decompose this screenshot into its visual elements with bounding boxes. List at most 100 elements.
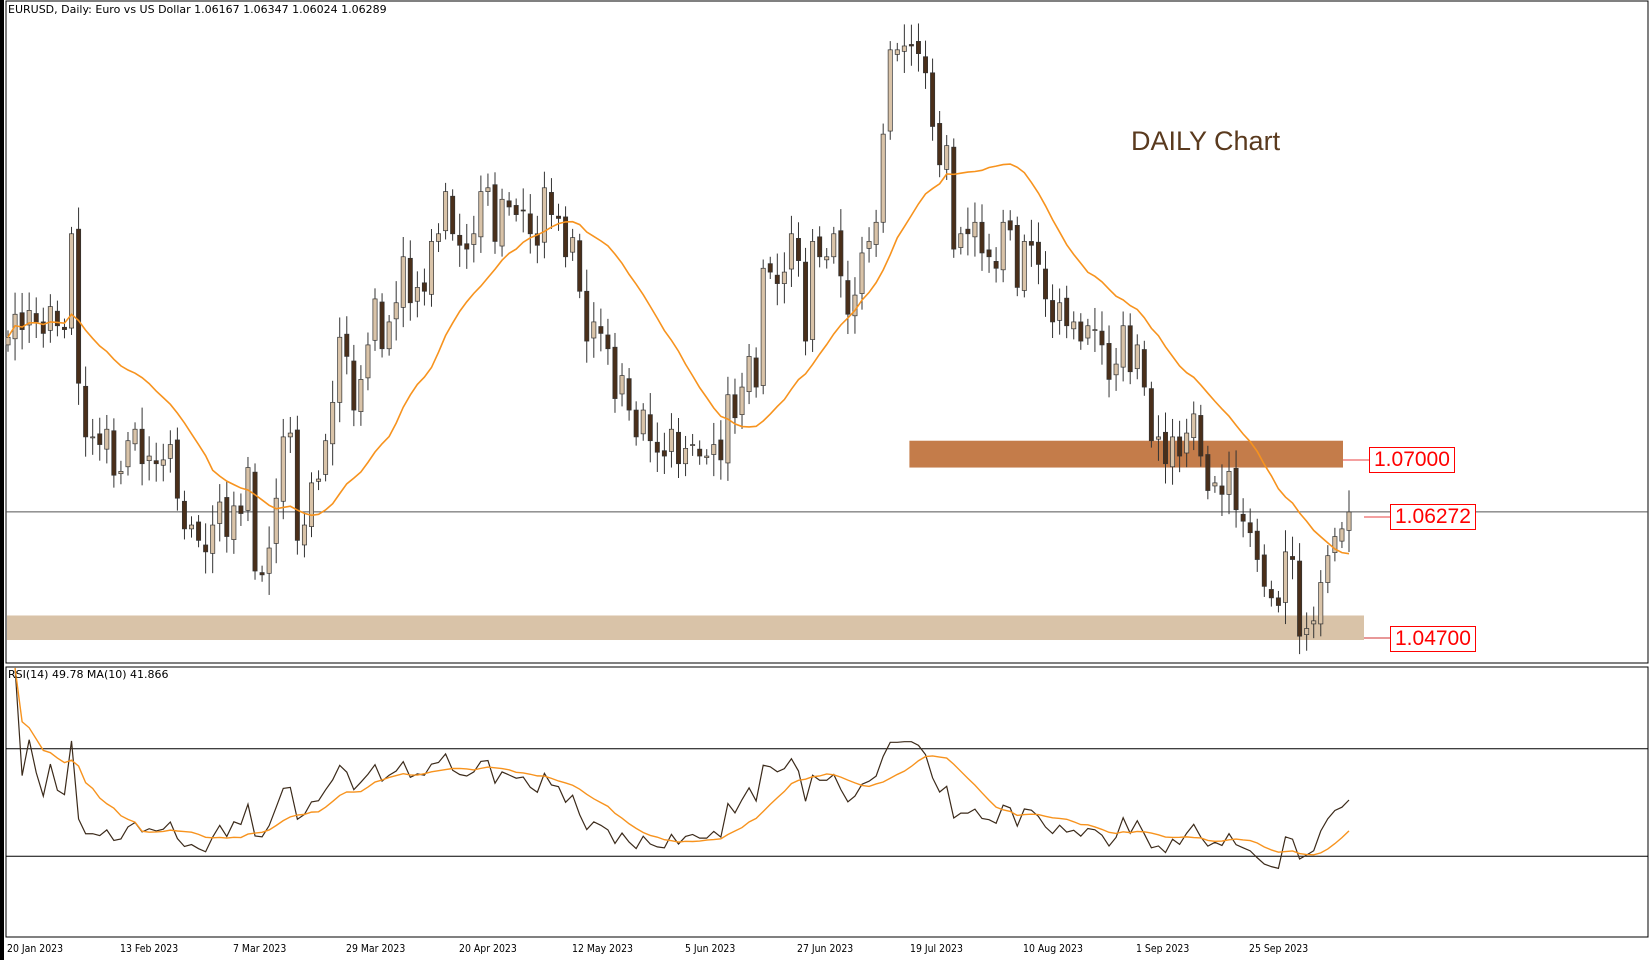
candle-bull: [788, 233, 794, 270]
candle-bear: [930, 72, 936, 127]
candle-bear: [421, 282, 427, 292]
candle-bull: [118, 471, 124, 475]
candle-bear: [817, 236, 823, 258]
candle-bull: [972, 221, 978, 238]
candle-bull: [231, 505, 237, 540]
candle-bear: [1043, 268, 1048, 300]
candle-bear: [1078, 321, 1084, 342]
rsi-line: [14, 667, 1350, 870]
candle-bull: [330, 402, 336, 445]
candle-bear: [1240, 513, 1246, 522]
candle-bear: [845, 280, 851, 315]
candle-bear: [379, 301, 385, 350]
candle-bear: [153, 460, 159, 465]
candle-bear: [344, 333, 350, 357]
candle-bear: [661, 450, 667, 457]
candle-bull: [301, 524, 307, 546]
candle-bear: [534, 233, 540, 246]
candle-bull: [683, 448, 689, 465]
candle-bull: [1191, 413, 1197, 439]
rsi-header: RSI(14) 49.78 MA(10) 41.866: [8, 668, 169, 681]
x-tick-label: 20 Jan 2023: [7, 942, 64, 955]
candle-bull: [1304, 628, 1310, 635]
x-tick-label: 12 May 2023: [571, 942, 633, 955]
candle-bear: [1177, 436, 1183, 457]
candle-bear: [598, 326, 604, 334]
support-zone: [7, 615, 1364, 641]
candle-bull: [711, 444, 717, 455]
candle-bear: [294, 429, 300, 541]
candle-bull: [372, 298, 378, 341]
candle-bull: [323, 440, 329, 475]
x-tick-label: 29 Mar 2023: [345, 942, 406, 955]
candle-bull: [831, 233, 837, 258]
candle-bear: [83, 385, 89, 438]
rsi-ma-line: [14, 667, 1350, 856]
candle-bull: [958, 233, 964, 248]
x-tick-label: 27 Jun 2023: [797, 942, 854, 955]
candle-bull: [287, 432, 293, 438]
candle-bull: [760, 267, 766, 386]
candle-bull: [873, 221, 879, 245]
candle-bear: [1014, 224, 1020, 288]
left-border: [0, 0, 4, 960]
candle-bear: [351, 360, 357, 411]
candle-bull: [1170, 436, 1176, 468]
candle-bear: [252, 471, 258, 572]
price-pane-frame: [5, 0, 1649, 664]
candle-bull: [47, 306, 53, 331]
candle-bear: [1233, 467, 1239, 511]
candle-bear: [1106, 343, 1112, 380]
candle-bull: [1283, 551, 1288, 603]
candle-bull: [1021, 241, 1027, 291]
candle-bear: [937, 123, 943, 166]
candle-bear: [1127, 325, 1133, 373]
candle-bear: [1141, 349, 1147, 388]
candle-bear: [1163, 431, 1168, 465]
candle-bull: [901, 45, 907, 52]
candle-bull: [1120, 325, 1126, 368]
candle-bull: [358, 379, 364, 412]
candle-bear: [584, 290, 590, 342]
candle-bull: [1318, 582, 1324, 625]
candle-bear: [33, 313, 39, 323]
candle-bear: [633, 409, 639, 438]
candle-bear: [612, 346, 618, 399]
candle-bull: [619, 375, 625, 395]
candle-bull: [810, 241, 816, 340]
candle-bear: [916, 41, 921, 55]
candle-bear: [654, 441, 660, 453]
candle-bull: [160, 459, 166, 466]
candle-bull: [746, 356, 752, 393]
candle-bear: [774, 274, 780, 284]
candle-bear: [767, 263, 773, 273]
candle-bear: [259, 572, 265, 576]
candle-bull: [944, 145, 950, 170]
candle-bear: [450, 195, 456, 235]
candle-bull: [499, 198, 505, 247]
candle-bear: [1297, 560, 1303, 637]
candle-bull: [880, 133, 886, 223]
candle-bull: [866, 241, 872, 249]
candle-bear: [181, 500, 187, 530]
candle-bull: [852, 294, 858, 317]
candle-bear: [732, 394, 738, 419]
candle-bull: [485, 187, 491, 192]
candle-bull: [400, 256, 406, 308]
candle-bear: [520, 209, 526, 212]
candle-bull: [471, 233, 477, 245]
candle-bull: [704, 455, 710, 458]
candle-bull: [1184, 432, 1190, 454]
candle-bear: [407, 257, 413, 304]
x-tick-label: 19 Jul 2023: [910, 942, 964, 955]
candle-bull: [337, 336, 343, 403]
candle-bear: [1064, 297, 1070, 327]
candle-bear: [1099, 330, 1105, 346]
candle-bull: [1325, 555, 1331, 583]
candle-bull: [725, 394, 731, 464]
candle-bear: [203, 544, 209, 553]
candle-bear: [1219, 485, 1225, 495]
candle-bull: [1071, 321, 1077, 330]
x-tick-label: 1 Sep 2023: [1136, 942, 1190, 955]
candle-bull: [26, 310, 32, 326]
